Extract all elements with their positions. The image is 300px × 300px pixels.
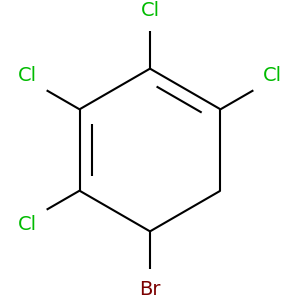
Text: Br: Br xyxy=(139,280,161,299)
Text: Cl: Cl xyxy=(18,66,37,85)
Text: Cl: Cl xyxy=(18,215,37,234)
Text: Cl: Cl xyxy=(140,1,160,20)
Text: Cl: Cl xyxy=(263,66,282,85)
